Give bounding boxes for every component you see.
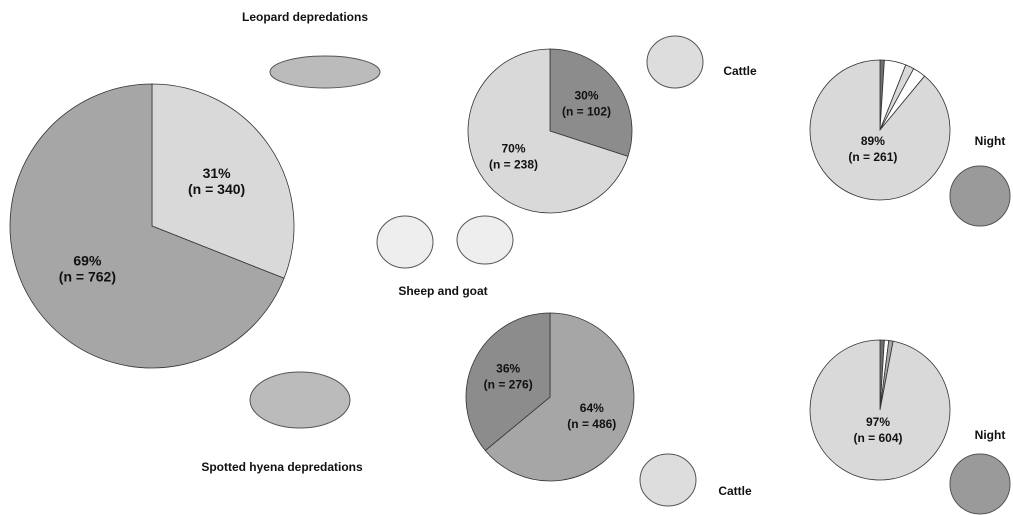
count-label: (n = 276) [484,378,533,392]
count-label: (n = 486) [567,417,616,431]
leopard-drawing [270,56,380,88]
slice-group-label: Cattle [718,484,752,498]
slice-group-label: Night [975,428,1006,442]
value-label: 31% [203,165,232,181]
slice-group-label: Cattle [723,64,757,78]
slice-group-label: Night [975,134,1006,148]
cow-drawing [647,36,703,88]
value-label: 36% [496,362,520,376]
moon [950,166,1010,226]
value-label: 69% [73,253,102,269]
count-label: (n = 604) [854,431,903,445]
value-label: 30% [574,89,598,103]
value-label: 70% [501,142,525,156]
goat-drawing [377,216,433,268]
pie-slice [810,60,950,200]
cow-drawing [640,454,696,506]
pie-slice [810,340,950,480]
count-label: (n = 762) [59,269,116,285]
count-label: (n = 340) [188,181,245,197]
count-label: (n = 102) [562,105,611,119]
chart-title: Spotted hyena depredations [201,460,363,474]
hyena-drawing [250,372,350,428]
value-label: 64% [580,401,604,415]
annotation: Sheep and goat [398,284,487,298]
figure: 31%(n = 340) 69%(n = 762) Leopard depredat… [0,0,1013,515]
page: 31%(n = 340) 69%(n = 762) Leopard depredat… [0,0,1013,515]
count-label: (n = 238) [489,158,538,172]
value-label: 97% [866,415,890,429]
value-label: 89% [861,134,885,148]
count-label: (n = 261) [848,150,897,164]
moon [950,454,1010,514]
chart-title: Leopard depredations [242,10,368,24]
sheep-drawing [457,216,513,264]
